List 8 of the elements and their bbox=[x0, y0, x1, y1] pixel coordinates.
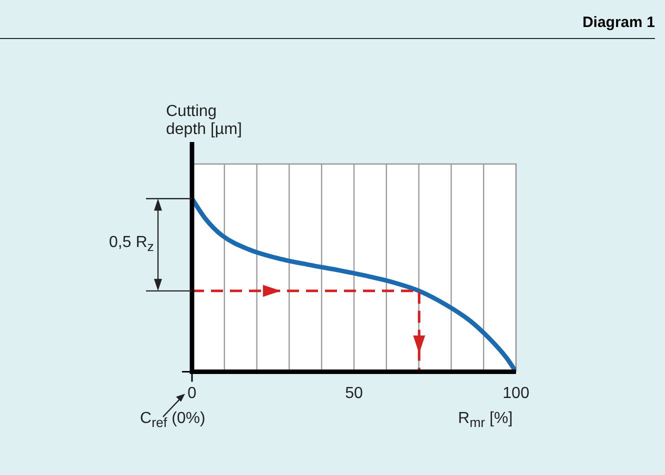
text: Diagram 1 bbox=[0, 14, 655, 39]
text: C$_{ref}$ (0%) bbox=[140, 410, 206, 430]
x-tick-label: 100 bbox=[502, 384, 530, 402]
text: 0,5 R$_{z}$ bbox=[109, 234, 154, 255]
x-tick-label: 0 bbox=[188, 384, 197, 402]
y-axis-title: Cutting depth [µm] bbox=[166, 103, 243, 140]
x-axis-title: R$_{mr}$ [%] bbox=[458, 410, 513, 430]
x-tick-label: 50 bbox=[345, 384, 363, 402]
